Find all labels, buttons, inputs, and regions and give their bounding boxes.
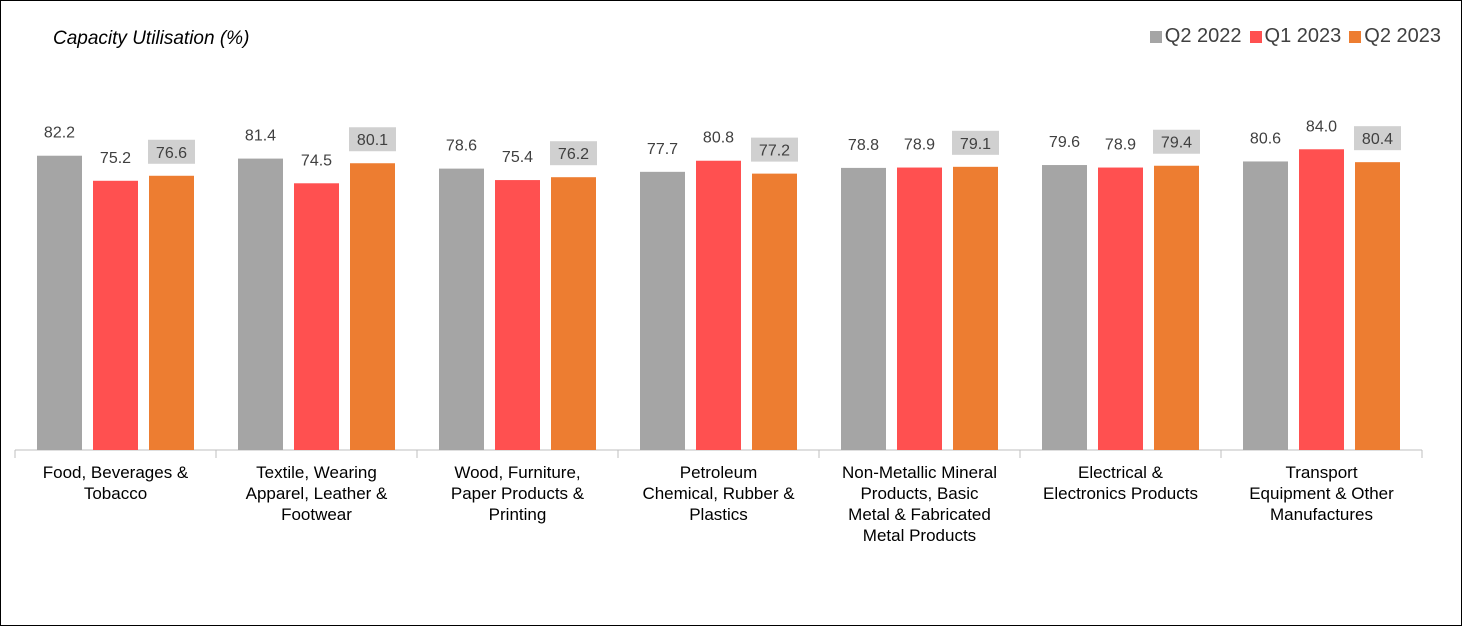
bar [752, 173, 797, 450]
data-label: 79.1 [960, 136, 991, 153]
category-label: Apparel, Leather & [246, 484, 388, 503]
data-label: 77.2 [759, 143, 790, 160]
legend-label: Q2 2023 [1364, 25, 1441, 47]
bar [93, 180, 138, 450]
bar [640, 171, 685, 451]
category-label: Non-Metallic Mineral [842, 463, 997, 482]
bar [1042, 165, 1087, 451]
data-label-background [1354, 126, 1401, 151]
data-label: 80.4 [1362, 131, 1393, 148]
data-label-background [1153, 129, 1200, 154]
bar [37, 155, 82, 450]
data-label: 74.5 [301, 152, 332, 169]
data-label: 76.2 [558, 146, 589, 163]
data-label: 80.1 [357, 132, 388, 149]
bar [1355, 162, 1400, 450]
category-label: Electronics Products [1043, 484, 1198, 503]
bar [350, 163, 395, 450]
bar [1243, 161, 1288, 450]
bar [1299, 149, 1344, 450]
data-label-background [148, 139, 195, 164]
data-label: 77.7 [647, 141, 678, 158]
legend-swatch [1149, 30, 1162, 43]
data-label: 76.6 [156, 145, 187, 162]
category-label: Footwear [281, 505, 352, 524]
chart-legend: Q2 2022 Q1 2023 Q2 2023 [1142, 25, 1441, 48]
bar [149, 175, 194, 450]
data-label: 84.0 [1306, 118, 1337, 135]
data-label: 75.4 [502, 149, 533, 166]
category-label: Electrical & [1078, 463, 1164, 482]
data-label-background [349, 127, 396, 152]
data-label: 78.6 [446, 138, 477, 155]
category-label: Equipment & Other [1249, 484, 1394, 503]
data-label: 79.6 [1049, 134, 1080, 151]
category-label: Textile, Wearing [256, 463, 377, 482]
category-label: Tobacco [84, 484, 147, 503]
bar [897, 167, 942, 450]
data-label-background [550, 141, 597, 166]
data-label: 81.4 [245, 128, 276, 145]
category-label: Food, Beverages & [43, 463, 189, 482]
legend-item-q1-2023: Q1 2023 [1249, 25, 1342, 48]
data-label: 80.8 [703, 130, 734, 147]
legend-swatch [1249, 30, 1262, 43]
category-label: Transport [1285, 463, 1357, 482]
bar [238, 158, 283, 450]
data-label: 78.9 [904, 137, 935, 154]
bar [1098, 167, 1143, 450]
bar [551, 177, 596, 451]
bar [1154, 165, 1199, 451]
category-label: Metal Products [863, 526, 976, 545]
legend-item-q2-2022: Q2 2022 [1149, 25, 1242, 48]
bar [953, 166, 998, 450]
data-label: 75.2 [100, 150, 131, 167]
category-label: Petroleum [680, 463, 757, 482]
category-label: Plastics [689, 505, 748, 524]
category-label: Printing [489, 505, 547, 524]
data-label: 82.2 [44, 125, 75, 142]
category-label: Paper Products & [451, 484, 585, 503]
chart-title: Capacity Utilisation (%) [53, 28, 250, 49]
bar [294, 183, 339, 451]
data-label-background [751, 137, 798, 162]
legend-item-q2-2023: Q2 2023 [1349, 25, 1441, 48]
data-label: 79.4 [1161, 135, 1192, 152]
category-label: Metal & Fabricated [848, 505, 991, 524]
legend-swatch [1349, 30, 1362, 43]
bar [439, 168, 484, 450]
data-label: 78.9 [1105, 137, 1136, 154]
legend-label: Q2 2022 [1164, 25, 1242, 47]
legend-label: Q1 2023 [1264, 25, 1342, 47]
data-label: 80.6 [1250, 130, 1281, 147]
data-label: 78.8 [848, 137, 879, 154]
category-label: Chemical, Rubber & [642, 484, 795, 503]
category-label: Wood, Furniture, [454, 463, 580, 482]
bar [495, 180, 540, 450]
bar [841, 167, 886, 450]
category-label: Products, Basic [860, 484, 979, 503]
data-label-background [952, 130, 999, 155]
bar [696, 160, 741, 450]
category-label: Manufactures [1270, 505, 1373, 524]
